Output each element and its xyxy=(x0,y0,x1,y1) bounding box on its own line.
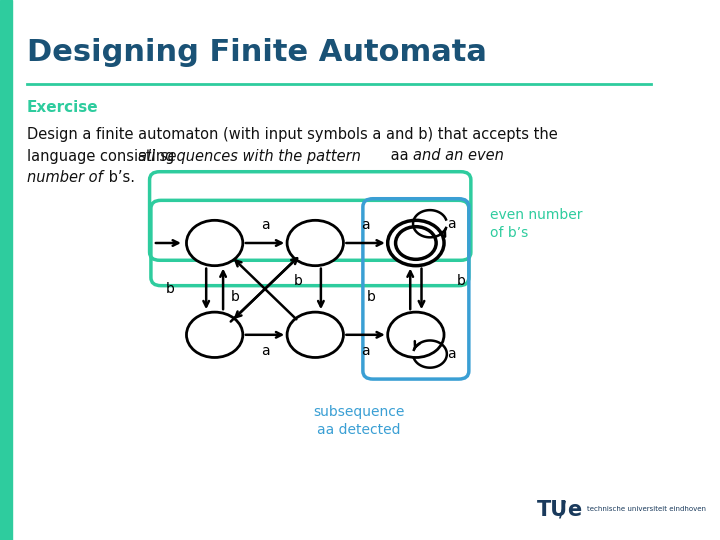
Circle shape xyxy=(287,312,343,357)
Text: TU: TU xyxy=(536,500,568,521)
Text: a: a xyxy=(448,217,456,231)
Text: b: b xyxy=(294,274,303,288)
Text: b: b xyxy=(456,274,465,288)
Text: a: a xyxy=(361,344,370,358)
Text: b’s.: b’s. xyxy=(104,170,135,185)
Text: aa: aa xyxy=(386,148,413,164)
Text: e: e xyxy=(567,500,581,521)
Text: a: a xyxy=(261,344,269,358)
Text: a: a xyxy=(361,218,370,232)
Text: b: b xyxy=(230,290,239,304)
Text: a: a xyxy=(448,347,456,361)
Text: Exercise: Exercise xyxy=(27,100,99,115)
Text: Designing Finite Automata: Designing Finite Automata xyxy=(27,38,487,67)
Bar xyxy=(0,0,12,540)
Circle shape xyxy=(186,220,243,266)
Text: and an even: and an even xyxy=(413,148,503,164)
Text: number of: number of xyxy=(27,170,102,185)
Text: subsequence
aa detected: subsequence aa detected xyxy=(313,405,405,437)
Circle shape xyxy=(387,220,444,266)
Text: a: a xyxy=(261,218,269,232)
Text: even number
of b’s: even number of b’s xyxy=(490,208,582,240)
Text: technische universiteit eindhoven: technische universiteit eindhoven xyxy=(587,505,706,512)
Circle shape xyxy=(387,312,444,357)
Circle shape xyxy=(186,312,243,357)
Text: language consisting: language consisting xyxy=(27,148,179,164)
Text: b: b xyxy=(166,282,174,296)
Text: all sequences with the pattern: all sequences with the pattern xyxy=(138,148,361,164)
Text: /: / xyxy=(559,500,566,521)
Text: b: b xyxy=(366,290,375,304)
Circle shape xyxy=(287,220,343,266)
Text: Design a finite automaton (with input symbols a and b) that accepts the: Design a finite automaton (with input sy… xyxy=(27,127,557,142)
